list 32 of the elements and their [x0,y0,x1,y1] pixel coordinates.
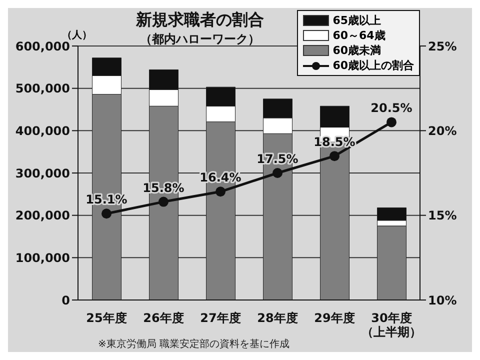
chart-title: 新規求職者の割合 [134,10,265,31]
y-tick-label: 100,000 [15,250,70,265]
x-tick-label: 27年度 [200,311,241,325]
y2-tick-label: 15% [428,208,457,223]
y-tick-label: 0 [62,293,70,308]
x-tick-label: 29年度 [314,311,355,325]
point [102,208,112,219]
point [272,168,282,178]
y-tick-label: 300,000 [15,166,70,180]
y-tick-label: 400,000 [15,124,70,138]
point [158,196,168,207]
y2-tick-label: 25% [428,39,457,54]
y-axis-title: （人） [62,28,92,42]
y-tick-label: 600,000 [15,39,70,54]
legend-label: 60歳以上の割合 [332,58,414,73]
legend-label: 60～64歳 [332,28,386,43]
x-tick-label: 25年度 [86,311,127,325]
y2-tick-label: 20% [428,124,457,138]
data-label: 20.5% [370,101,412,116]
legend-label: 60歳未満 [332,43,381,58]
y-tick-label: 500,000 [15,82,70,96]
point [386,117,396,128]
legend-label: 65歳以上 [332,13,381,28]
chart-subtitle: （都内ハローワーク） [139,31,261,48]
point [216,186,226,197]
y-tick-label: 200,000 [15,208,70,223]
y2-tick-label: 10% [428,293,457,308]
x-tick-label: 26年度 [143,311,184,325]
x-tick-label: 30年度（上半期） [362,311,422,339]
point [330,151,340,162]
x-tick-label: 28年度 [257,311,298,325]
text: ※東京労働局 職業安定部の資料を基に作成 [98,339,290,350]
